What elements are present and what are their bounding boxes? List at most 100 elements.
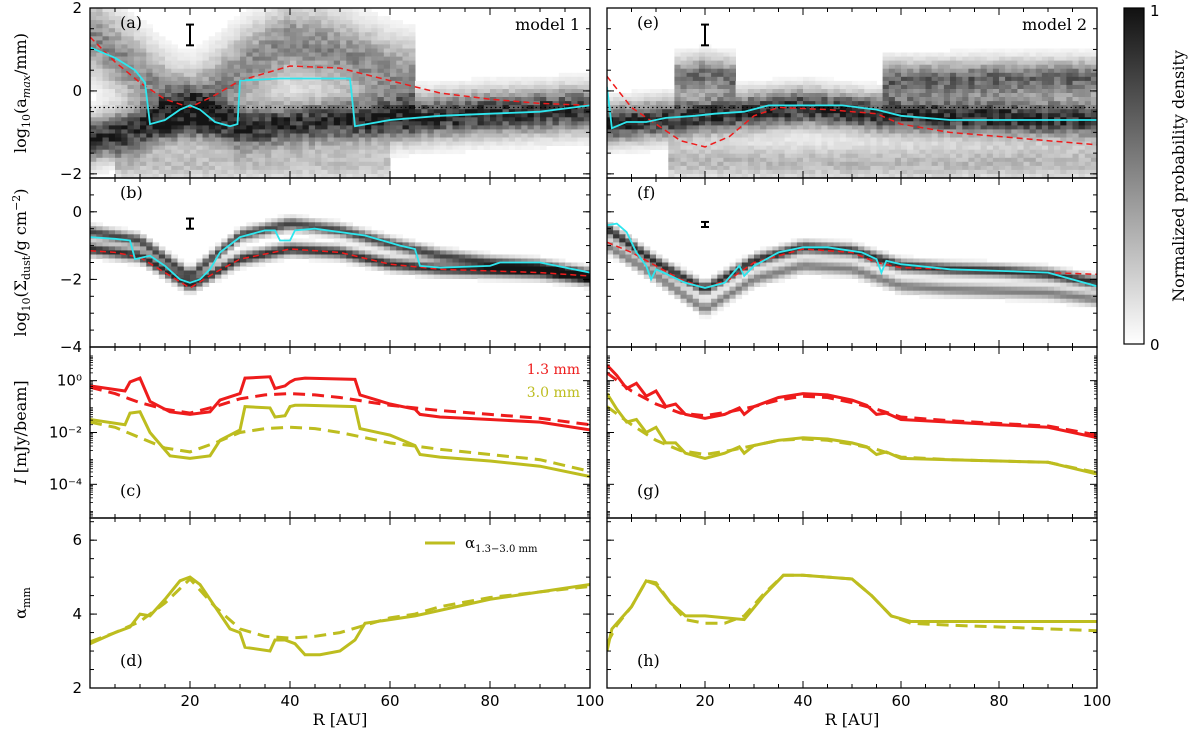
density-cell	[552, 137, 560, 142]
density-cell	[999, 169, 1006, 175]
density-cell	[390, 36, 397, 41]
density-cell	[668, 125, 675, 130]
density-cell	[258, 72, 266, 78]
density-cell	[365, 24, 372, 29]
density-cell	[974, 121, 981, 126]
density-cell	[583, 121, 590, 126]
density-cell	[1017, 101, 1024, 106]
density-cell	[680, 129, 687, 134]
density-cell	[907, 68, 914, 74]
density-cell	[674, 174, 681, 178]
density-cell	[471, 80, 478, 86]
density-cell	[723, 68, 730, 74]
density-cell	[950, 48, 957, 53]
density-cell	[986, 68, 994, 74]
density-cell	[784, 157, 792, 163]
density-cell	[571, 89, 578, 94]
density-cell	[754, 165, 761, 171]
density-cell	[508, 101, 516, 106]
density-cell	[546, 141, 553, 146]
density-cell	[96, 121, 103, 126]
density-cell	[747, 149, 755, 155]
density-cell	[1078, 60, 1086, 65]
density-cell	[1078, 64, 1086, 70]
density-cell	[705, 137, 712, 142]
density-cell	[931, 121, 939, 126]
density-cell	[833, 89, 841, 94]
density-cell	[90, 117, 97, 122]
density-cell	[809, 125, 816, 130]
density-cell	[133, 80, 141, 86]
density-cell	[208, 64, 216, 70]
density-cell	[240, 165, 247, 171]
density-cell	[452, 89, 460, 94]
density-cell	[680, 84, 687, 90]
density-cell	[215, 60, 222, 65]
density-cell	[968, 68, 975, 74]
density-cell	[766, 101, 773, 106]
density-cell	[102, 36, 110, 41]
density-cell	[108, 254, 116, 259]
density-cell	[643, 133, 651, 138]
density-cell	[882, 52, 890, 57]
density-cell	[723, 89, 730, 94]
density-cell	[252, 60, 260, 65]
density-cell	[321, 157, 328, 163]
density-cell	[913, 133, 920, 138]
density-cell	[729, 133, 736, 138]
density-cell	[296, 84, 303, 90]
density-cell	[358, 64, 366, 70]
density-cell	[821, 129, 828, 134]
density-cell	[446, 125, 453, 130]
density-cell	[674, 133, 681, 138]
density-cell	[747, 117, 755, 122]
density-cell	[296, 149, 303, 155]
density-cell	[729, 56, 736, 61]
density-cell	[546, 101, 553, 106]
density-cell	[146, 133, 153, 138]
density-cell	[377, 68, 385, 74]
density-cell	[901, 52, 908, 57]
density-cell	[146, 48, 153, 53]
density-cell	[1017, 141, 1024, 146]
density-cell	[358, 84, 366, 90]
density-cell	[1041, 56, 1049, 61]
density-cell	[490, 129, 497, 134]
density-cell	[674, 161, 681, 167]
density-cell	[723, 117, 730, 122]
density-cell	[1035, 174, 1043, 178]
density-cell	[637, 149, 645, 155]
density-cell	[527, 105, 535, 110]
density-cell	[1084, 89, 1092, 94]
density-cell	[1048, 165, 1055, 171]
density-cell	[986, 145, 994, 150]
density-cell	[864, 121, 871, 126]
density-cell	[937, 89, 945, 94]
density-cell	[408, 24, 416, 29]
density-cell	[680, 125, 687, 130]
density-cell	[240, 16, 247, 21]
density-cell	[108, 60, 116, 65]
density-cell	[925, 93, 932, 98]
density-cell	[729, 153, 736, 159]
density-cell	[365, 169, 372, 175]
density-cell	[390, 141, 397, 146]
density-cell	[115, 174, 122, 178]
density-cell	[901, 145, 908, 150]
density-cell	[913, 165, 920, 171]
density-cell	[477, 101, 485, 106]
density-cell	[1035, 121, 1043, 126]
density-cell	[127, 101, 135, 106]
density-cell	[277, 84, 285, 90]
density-cell	[371, 72, 378, 78]
density-cell	[980, 52, 988, 57]
density-cell	[698, 56, 706, 61]
density-cell	[1072, 101, 1079, 106]
density-cell	[845, 161, 853, 167]
density-cell	[1023, 56, 1030, 61]
density-cell	[333, 149, 341, 155]
density-cell	[202, 44, 210, 49]
density-cell	[1029, 145, 1037, 150]
density-cell	[839, 117, 847, 122]
density-cell	[115, 36, 122, 41]
